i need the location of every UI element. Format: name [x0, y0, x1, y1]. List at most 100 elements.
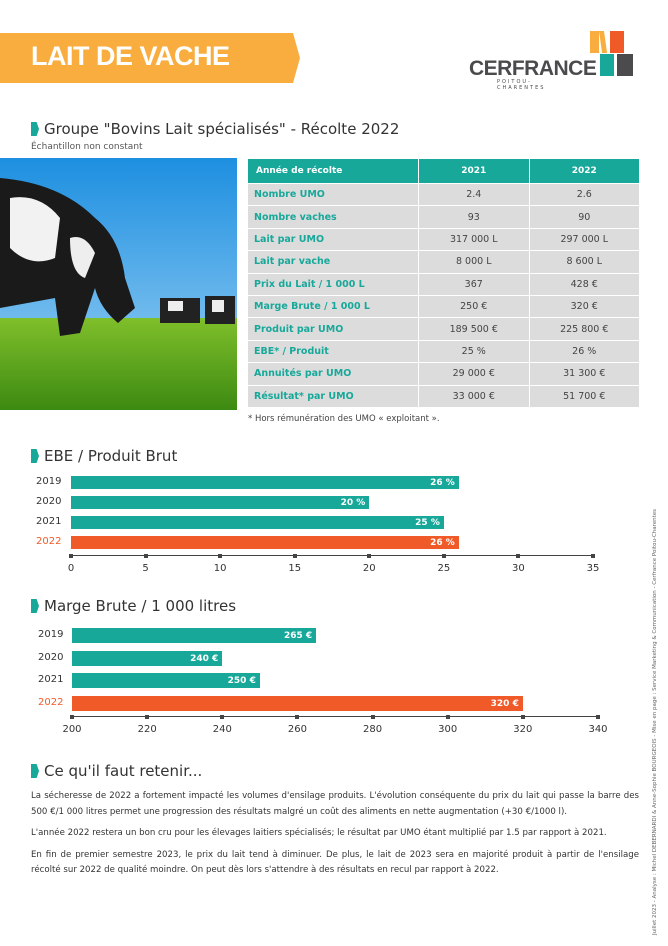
table-row: EBE* / Produit 25 % 26 %	[248, 340, 639, 363]
logo-mark-icon	[590, 31, 633, 76]
x-tick	[145, 714, 150, 719]
table-row: Nombre vaches 93 90	[248, 206, 639, 228]
x-tick-label: 30	[512, 563, 525, 574]
logo-subtext: POITOU-CHARENTES	[497, 79, 546, 91]
bar: 20 %	[71, 496, 370, 509]
cow-photo	[0, 158, 237, 410]
bar-label: 26 %	[430, 477, 455, 488]
marker-icon	[31, 764, 39, 778]
table-row: Produit par UMO 189 500 €225 800 €	[248, 318, 639, 340]
x-tick-label: 260	[287, 724, 307, 735]
row-label: Prix du Lait / 1 000 L	[248, 273, 418, 295]
row-label: Annuités par UMO	[248, 363, 418, 385]
row-label: Nombre vaches	[248, 206, 418, 228]
table-cell: 8 000 L	[419, 251, 529, 273]
bar: 320 €	[72, 696, 523, 711]
x-tick-label: 320	[513, 724, 533, 735]
summary-title: Ce qu'il faut retenir...	[31, 762, 202, 780]
table-row: Marge Brute / 1 000 L 250 €320 €	[248, 295, 639, 318]
table-cell: 29 000 €	[419, 363, 529, 385]
bar: 25 %	[71, 516, 444, 529]
category-label: 2021	[36, 515, 62, 527]
bar-label: 250 €	[227, 675, 256, 686]
table-cell: 31 300 €	[529, 363, 639, 385]
marker-icon	[31, 122, 39, 136]
x-tick-label: 10	[213, 563, 227, 574]
x-tick-label: 20	[362, 563, 376, 574]
bar-label: 320 €	[490, 698, 519, 709]
bar-label: 20 %	[340, 497, 366, 508]
marker-icon	[31, 599, 39, 613]
logo-text: CERFRANCE	[469, 57, 597, 80]
table-row: Lait par UMO 317 000 L 297 000 L	[248, 228, 639, 251]
category-label: 2019	[38, 628, 64, 640]
x-tick	[143, 553, 148, 558]
category-label: 2022	[36, 535, 62, 547]
table-cell: 93	[419, 206, 529, 228]
row-label: Lait par UMO	[248, 228, 418, 251]
page-title: LAIT DE VACHE	[31, 41, 230, 71]
table-cell: 51 700 €	[529, 385, 639, 407]
category-label: 2022	[38, 696, 64, 708]
row-label: Produit par UMO	[248, 318, 418, 340]
table-cell: 8 600 L	[529, 251, 639, 273]
x-tick-label: 280	[363, 724, 383, 735]
table-cell: 367	[419, 273, 529, 295]
title-banner: LAIT DE VACHE	[0, 33, 300, 83]
side-credit: Juillet 2023 - Analyse : Michel DEBERNAR…	[652, 508, 658, 935]
table-footnote: * Hors rémunération des UMO « exploitant…	[248, 414, 440, 424]
summary-text: La sécheresse de 2022 a fortement impact…	[31, 791, 639, 875]
table-cell: 317 000 L	[419, 228, 529, 251]
table-cell: 2.6	[529, 184, 639, 206]
table-cell: 189 500 €	[419, 318, 529, 340]
marge-chart: 2019 265 € 2020 240 € 2021 250 € 2022 320 € 200 2…	[0, 622, 640, 742]
bar-label: 26 %	[430, 537, 455, 548]
table-cell: 90	[529, 206, 639, 228]
table-row: Nombre UMO 2.4 2.6	[248, 184, 639, 206]
table-header: Année de récolte 2021 2022	[248, 159, 639, 183]
x-tick	[220, 714, 225, 719]
bar: 240 €	[72, 651, 223, 666]
table-cell: 2.4	[419, 184, 529, 206]
x-tick	[367, 553, 372, 558]
row-label: EBE* / Produit	[248, 340, 418, 363]
x-tick	[70, 714, 74, 719]
bar-label: 265 €	[284, 630, 313, 641]
x-tick	[295, 714, 300, 719]
x-tick-label: 5	[142, 563, 149, 574]
x-axis	[71, 555, 593, 556]
section-subtitle: Échantillon non constant	[31, 142, 143, 152]
bar: 26 %	[71, 536, 459, 549]
x-tick	[516, 553, 521, 558]
x-tick	[218, 553, 223, 558]
chart2-title: Marge Brute / 1 000 litres	[31, 597, 236, 615]
x-tick-label: 25	[437, 563, 451, 574]
table-cell: 297 000 L	[529, 228, 639, 251]
table-cell: 33 000 €	[419, 385, 529, 407]
row-label: Lait par vache	[248, 251, 418, 273]
x-tick	[370, 714, 375, 719]
chart1-title: EBE / Produit Brut	[31, 447, 177, 465]
marker-icon	[31, 449, 39, 463]
x-tick-label: 0	[67, 563, 75, 574]
bar: 265 €	[72, 628, 317, 643]
category-label: 2019	[36, 475, 62, 487]
x-tick-label: 15	[288, 563, 302, 574]
table-row: Annuités par UMO 29 000 €31 300 €	[248, 363, 639, 385]
x-tick-label: 220	[137, 724, 157, 735]
x-tick-label: 240	[212, 724, 232, 735]
table-cell: 25 %	[419, 340, 529, 363]
bar: 26 %	[71, 476, 459, 489]
table-row: Résultat* par UMO 33 000 €51 700 €	[248, 385, 639, 407]
x-tick-label: 35	[586, 563, 600, 574]
table-cell: 428 €	[529, 273, 639, 295]
table-cell: 26 %	[529, 340, 639, 363]
x-tick	[520, 714, 525, 719]
bar-label: 240 €	[190, 653, 219, 664]
x-tick	[445, 714, 450, 719]
x-axis	[72, 716, 598, 717]
table-cell: 320 €	[529, 295, 639, 318]
x-tick-label: 300	[438, 724, 458, 735]
x-tick	[69, 553, 73, 558]
